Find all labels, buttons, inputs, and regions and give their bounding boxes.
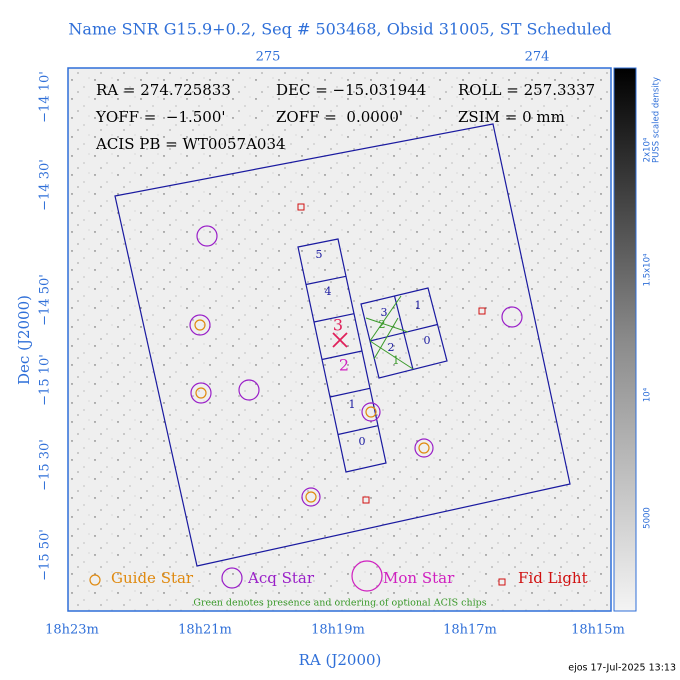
- field-outline: [114, 123, 571, 567]
- colorbar-tick: 5000: [643, 507, 653, 529]
- chip-label: 2: [339, 356, 349, 375]
- colorbar-label: PUSS scaled density: [652, 77, 662, 163]
- bottom-tick: 18h19m: [311, 623, 365, 638]
- info-text: ZOFF = 0.0000': [276, 108, 403, 126]
- left-tick: −14 50': [38, 274, 53, 326]
- colorbar-tick: 2x10⁴: [643, 137, 653, 162]
- legend-symbol: [221, 567, 243, 589]
- chip-label: 1: [349, 398, 356, 411]
- top-tick: 275: [256, 50, 281, 65]
- chip-dividers: [369, 295, 438, 370]
- chip-dividers: [305, 275, 379, 436]
- left-tick: −15 30': [38, 439, 53, 491]
- legend-label: Guide Star: [111, 569, 194, 587]
- legend-label: Mon Star: [383, 569, 455, 587]
- legend-symbol: [351, 560, 383, 592]
- legend-label: Acq Star: [247, 569, 315, 587]
- optional-chip-label: 2: [379, 318, 386, 331]
- footer: ejos 17-Jul-2025 13:13: [568, 663, 676, 674]
- info-text: ZSIM = 0 mm: [458, 108, 565, 126]
- chip-label: 3: [381, 306, 388, 319]
- title: Name SNR G15.9+0.2, Seq # 503468, Obsid …: [68, 20, 611, 39]
- bottom-tick: 18h23m: [45, 623, 99, 638]
- left-tick: −14 10': [38, 71, 53, 123]
- top-tick: 274: [525, 50, 550, 65]
- colorbar: [613, 67, 637, 612]
- i-array: [360, 287, 448, 379]
- chip-label: 0: [424, 334, 431, 347]
- info-text: ROLL = 257.3337: [458, 81, 595, 99]
- info-text: DEC = −15.031944: [276, 81, 426, 99]
- legend-symbol: [89, 574, 101, 586]
- y-axis-label: Dec (J2000): [15, 295, 33, 385]
- info-text: RA = 274.725833: [96, 81, 231, 99]
- info-text: YOFF = −1.500': [95, 108, 226, 126]
- left-tick: −14 30': [38, 159, 53, 211]
- chip-label: 2: [388, 341, 395, 354]
- bottom-tick: 18h21m: [178, 623, 232, 638]
- bottom-tick: 18h17m: [443, 623, 497, 638]
- note: Green denotes presence and ordering of o…: [193, 598, 486, 609]
- guide-stars: [194, 319, 430, 503]
- chip-label: 4: [325, 285, 332, 298]
- left-tick: −15 10': [38, 354, 53, 406]
- fid-lights: [297, 203, 486, 504]
- chip-label: 5: [316, 248, 323, 261]
- x-axis-label: RA (J2000): [299, 651, 382, 669]
- left-tick: −15 50': [38, 529, 53, 581]
- chip-label: 0: [359, 435, 366, 448]
- bottom-tick: 18h15m: [571, 623, 625, 638]
- info-text: ACIS PB = WT0057A034: [95, 135, 286, 153]
- legend-label: Fid Light: [518, 569, 588, 587]
- colorbar-tick: 1.5x10⁴: [643, 253, 653, 286]
- legend-symbol: [498, 578, 506, 586]
- optional-chip-label: 1: [393, 354, 400, 367]
- optional-chip-lines: [365, 295, 414, 370]
- chip-label: 1: [415, 299, 422, 312]
- chip-label: 3: [333, 316, 343, 335]
- colorbar-tick: 10⁴: [643, 387, 653, 402]
- aimpoint: [332, 332, 348, 348]
- acq-stars: [189, 225, 523, 507]
